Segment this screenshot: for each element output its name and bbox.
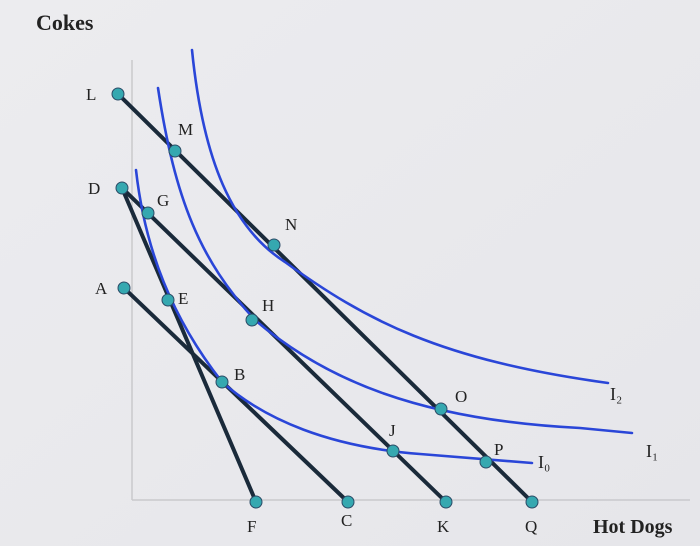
label-I0: I₀ (538, 452, 550, 472)
point-P (479, 455, 493, 469)
label-O: O (455, 387, 467, 406)
point-N (267, 238, 281, 252)
point-B (215, 375, 229, 389)
budget-line-D-F (120, 186, 258, 504)
label-A: A (95, 279, 108, 298)
x-axis-title: Hot Dogs (593, 516, 673, 538)
label-J: J (389, 421, 396, 440)
label-P: P (494, 440, 503, 459)
label-C: C (341, 511, 352, 530)
point-J (386, 444, 400, 458)
label-G: G (157, 191, 169, 210)
label-Q: Q (525, 517, 537, 536)
label-L: L (86, 85, 96, 104)
point-M (168, 144, 182, 158)
label-N: N (285, 215, 297, 234)
label-H: H (262, 296, 274, 315)
label-I1: I₁ (646, 441, 658, 461)
point-L (111, 87, 125, 101)
label-M: M (178, 120, 193, 139)
point-Q (525, 495, 539, 509)
label-I2: I₂ (610, 384, 622, 404)
point-C (341, 495, 355, 509)
point-E (161, 293, 175, 307)
point-H (245, 313, 259, 327)
label-E: E (178, 289, 188, 308)
point-K (439, 495, 453, 509)
label-K: K (437, 517, 450, 536)
point-A (117, 281, 131, 295)
indifference-curve-i0 (134, 168, 534, 465)
budget-line-L-Q (116, 92, 534, 504)
point-D (115, 181, 129, 195)
point-G (141, 206, 155, 220)
label-B: B (234, 365, 245, 384)
indifference-curve-i2 (190, 48, 610, 385)
point-F (249, 495, 263, 509)
indifference-curve-i1 (156, 86, 634, 435)
point-O (434, 402, 448, 416)
label-F: F (247, 517, 256, 536)
label-D: D (88, 179, 100, 198)
y-axis-title: Cokes (36, 10, 94, 35)
